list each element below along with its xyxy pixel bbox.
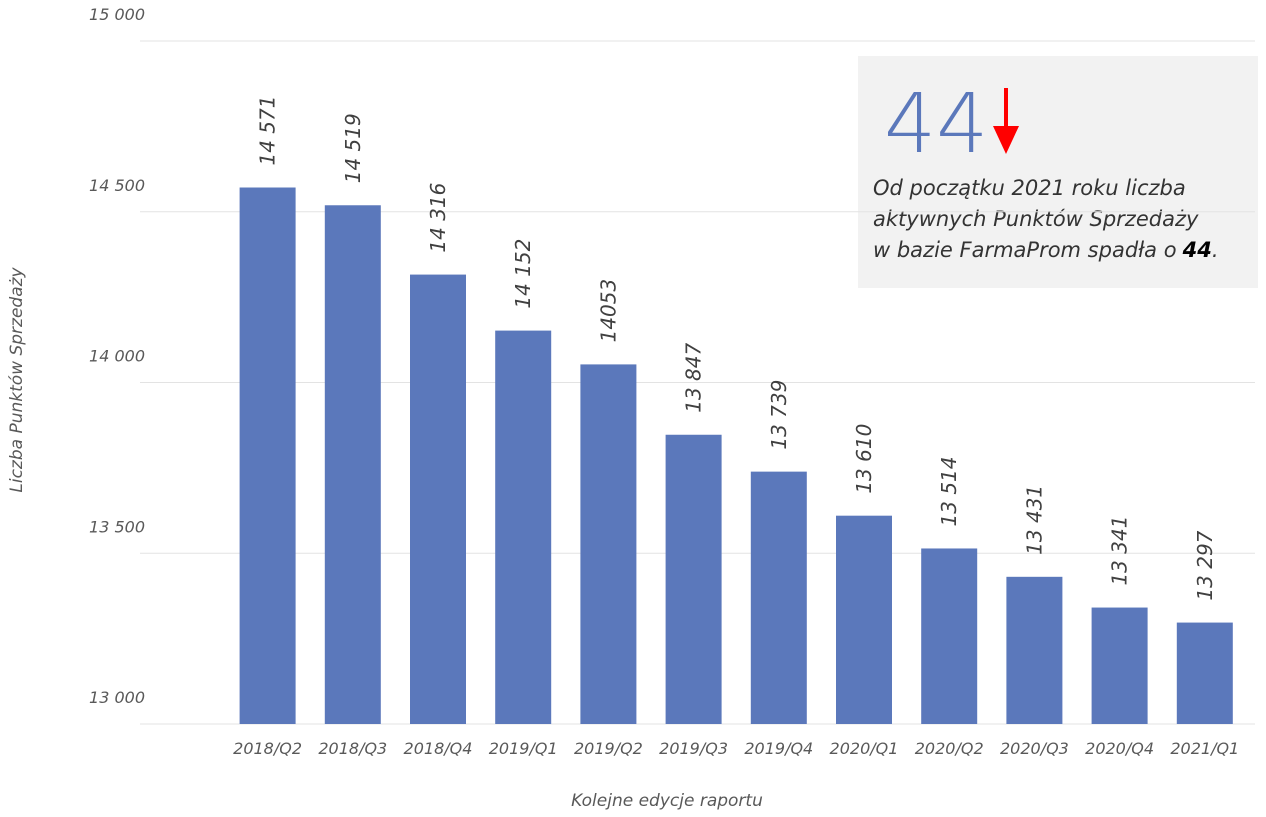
x-tick-label: 2019/Q3: [659, 739, 728, 758]
bar: [836, 515, 892, 724]
bar: [410, 274, 466, 724]
annotation-line: w bazie FarmaProm spadła o 44.: [873, 238, 1219, 262]
bar: [750, 471, 807, 724]
x-tick-label: 2021/Q1: [1170, 739, 1239, 758]
annotation-number: 44: [884, 77, 988, 172]
annotation-end: .: [1212, 238, 1219, 262]
bar: [495, 330, 552, 724]
x-tick-label: 2020/Q2: [915, 739, 984, 758]
annotation-line: Od początku 2021 roku liczba: [873, 176, 1186, 200]
data-label: 13 514: [937, 456, 961, 526]
x-tick-label: 2018/Q2: [233, 739, 302, 758]
x-tick-label: 2019/Q4: [744, 739, 813, 758]
x-tick-label: 2020/Q1: [830, 739, 899, 758]
data-label: 14 519: [341, 113, 365, 183]
bar: [1006, 576, 1063, 724]
data-label: 14 152: [511, 239, 535, 309]
data-label: 14 316: [426, 183, 450, 253]
data-label: 13 431: [1022, 485, 1046, 555]
data-label: 13 847: [682, 342, 706, 412]
x-tick-label: 2019/Q2: [574, 739, 643, 758]
data-label: 13 341: [1108, 516, 1132, 586]
y-axis-title: Liczba Punktów Sprzedaży: [7, 266, 27, 492]
data-label: 14053: [596, 279, 620, 343]
y-tick-label: 14 500: [89, 176, 145, 195]
bar: [324, 205, 381, 725]
bar: [239, 187, 296, 725]
x-tick-label: 2018/Q3: [318, 739, 387, 758]
bar: [665, 434, 722, 724]
y-tick-label: 15 000: [89, 5, 145, 24]
data-label: 13 610: [852, 424, 876, 494]
bar: [921, 548, 978, 724]
x-axis-title: Kolejne edycje raportu: [571, 791, 763, 811]
y-tick-label: 13 000: [89, 688, 145, 707]
y-tick-label: 14 000: [89, 347, 145, 366]
bar: [580, 364, 637, 724]
y-tick-label: 13 500: [89, 517, 145, 536]
x-tick-label: 2020/Q4: [1085, 739, 1154, 758]
x-tick-label: 2020/Q3: [1000, 739, 1069, 758]
annotation-emphasis: 44: [1182, 238, 1212, 262]
data-label: 13 739: [767, 380, 791, 450]
bar: [1091, 607, 1148, 724]
down-arrow: [993, 88, 1019, 154]
data-label: 14 571: [256, 96, 280, 166]
annotation-box: [858, 56, 1258, 288]
bar: [1176, 622, 1233, 724]
data-label: 13 297: [1193, 530, 1217, 600]
x-tick-label: 2019/Q1: [489, 739, 558, 758]
x-tick-label: 2018/Q4: [404, 739, 473, 758]
annotation-line: aktywnych Punktów Sprzedaży: [873, 207, 1199, 231]
